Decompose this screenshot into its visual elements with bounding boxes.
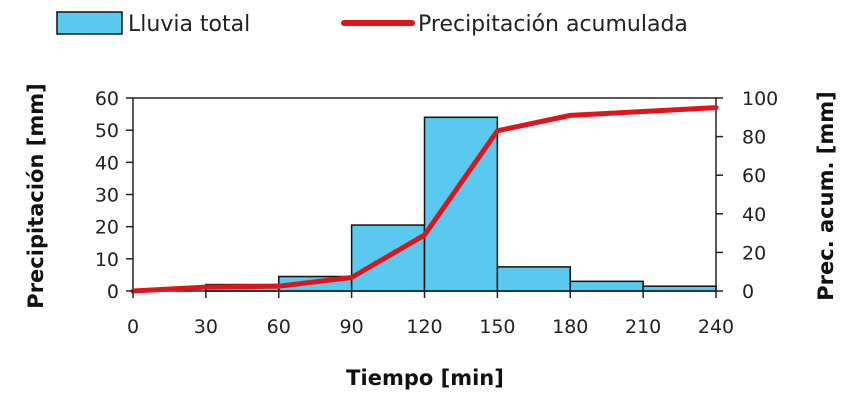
legend-label-lluvia-total: Lluvia total	[128, 12, 250, 37]
y-left-tick-label: 20	[95, 217, 119, 239]
x-axis-ticks: 0 30 60 90 120 150 180 210 240	[127, 291, 734, 338]
x-tick-label: 0	[127, 316, 139, 338]
left-axis-ticks: 0 10 20 30 40 50 60	[95, 88, 133, 303]
legend-label-precipitacion-acumulada: Precipitación acumulada	[418, 12, 688, 37]
x-tick-label: 240	[698, 316, 734, 338]
legend-swatch-lluvia-total	[56, 11, 123, 35]
y-right-tick-label: 80	[742, 127, 766, 149]
x-tick-label: 90	[340, 316, 364, 338]
legend: Lluvia total Precipitación acumulada	[56, 11, 688, 37]
y-left-tick-label: 50	[95, 120, 119, 142]
bars-layer	[205, 116, 717, 292]
right-axis-ticks: 0 20 40 60 80 100	[716, 88, 778, 303]
x-tick-label: 120	[406, 316, 442, 338]
x-tick-label: 60	[267, 316, 291, 338]
x-tick-label: 180	[552, 316, 588, 338]
x-tick-label: 30	[194, 316, 218, 338]
bar-180-210	[569, 280, 644, 292]
y-right-axis-title: Prec. acum. [mm]	[814, 91, 838, 300]
y-left-tick-label: 0	[107, 281, 119, 303]
y-right-tick-label: 0	[742, 281, 754, 303]
y-right-tick-label: 20	[742, 242, 766, 264]
x-tick-label: 150	[479, 316, 515, 338]
y-left-axis-title: Precipitación [mm]	[24, 83, 48, 308]
y-left-tick-label: 60	[95, 88, 119, 110]
y-left-tick-label: 30	[95, 185, 119, 207]
y-right-tick-label: 100	[742, 88, 778, 110]
y-left-tick-label: 10	[95, 249, 119, 271]
x-tick-label: 210	[625, 316, 661, 338]
bar-210-240	[642, 285, 717, 292]
x-axis-title: Tiempo [min]	[346, 366, 504, 390]
y-left-tick-label: 40	[95, 152, 119, 174]
y-right-tick-label: 60	[742, 165, 766, 187]
y-right-tick-label: 40	[742, 204, 766, 226]
bar-150-180	[496, 266, 571, 292]
line-layer	[130, 105, 719, 294]
